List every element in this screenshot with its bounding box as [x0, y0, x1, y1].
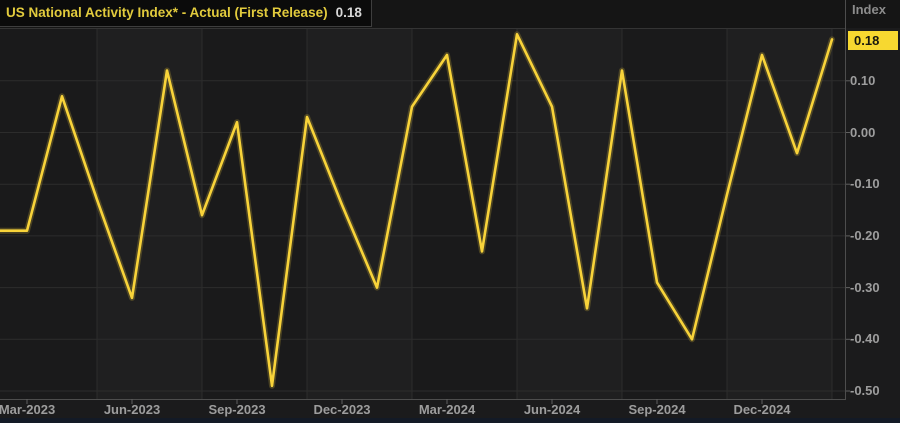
y-axis-label: 0.10 [850, 72, 876, 88]
y-axis-label: 0.00 [850, 124, 876, 140]
x-axis-label: Mar-2023 [0, 402, 56, 417]
plot-band [202, 28, 307, 399]
plot-band [832, 28, 845, 399]
plot-band [307, 28, 412, 399]
chart-title-box: US National Activity Index* - Actual (Fi… [0, 0, 372, 27]
bottom-strip [0, 418, 900, 423]
y-axis-title: Index [852, 2, 886, 17]
x-axis-label: Mar-2024 [418, 402, 476, 417]
x-axis-label: Sep-2024 [628, 402, 686, 417]
y-axis-label: -0.30 [850, 279, 880, 295]
x-axis-label: Jun-2023 [103, 402, 161, 417]
plot-band [97, 28, 202, 399]
chart-title: US National Activity Index* - Actual (Fi… [6, 5, 328, 20]
last-value-badge: 0.18 [848, 31, 898, 50]
x-axis-label: Dec-2024 [733, 402, 791, 417]
activity-index-line [0, 32, 834, 388]
y-axis-label: -0.10 [850, 176, 880, 192]
chart-latest-value: 0.18 [335, 5, 362, 20]
x-axis-label: Jun-2024 [523, 402, 581, 417]
plot-band [727, 28, 832, 399]
plot-band [412, 28, 517, 399]
y-axis-label: -0.20 [850, 227, 880, 243]
y-axis-label: -0.50 [850, 383, 880, 398]
y-axis-label: -0.40 [850, 331, 880, 347]
x-axis-label: Dec-2023 [313, 402, 371, 417]
plot-band [0, 28, 97, 399]
x-axis-label: Sep-2023 [208, 402, 266, 417]
plot-band [622, 28, 727, 399]
